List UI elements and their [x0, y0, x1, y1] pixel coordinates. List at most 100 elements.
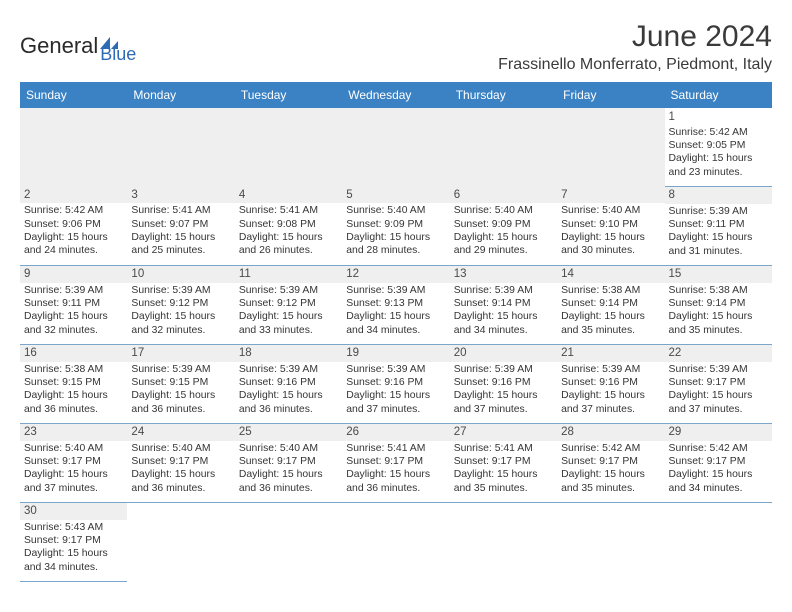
calendar-row: 23Sunrise: 5:40 AMSunset: 9:17 PMDayligh…	[20, 424, 772, 503]
calendar-empty	[342, 503, 449, 582]
day-number: 2	[24, 189, 30, 201]
weekday-header: Saturday	[665, 82, 772, 108]
calendar-empty	[127, 503, 234, 582]
day-number: 8	[669, 189, 675, 201]
calendar-day: 1Sunrise: 5:42 AMSunset: 9:05 PMDaylight…	[665, 108, 772, 187]
daylight-line: Daylight: 15 hours and 25 minutes.	[131, 231, 230, 258]
day-number: 17	[131, 347, 144, 359]
sunrise-line: Sunrise: 5:38 AM	[669, 284, 768, 297]
sunset-line: Sunset: 9:17 PM	[669, 455, 768, 468]
sunset-line: Sunset: 9:10 PM	[561, 218, 660, 231]
daylight-line: Daylight: 15 hours and 31 minutes.	[669, 231, 768, 258]
calendar-day: 7Sunrise: 5:40 AMSunset: 9:10 PMDaylight…	[557, 187, 664, 266]
calendar-day: 24Sunrise: 5:40 AMSunset: 9:17 PMDayligh…	[127, 424, 234, 503]
day-number: 15	[669, 268, 682, 280]
calendar-day: 29Sunrise: 5:42 AMSunset: 9:17 PMDayligh…	[665, 424, 772, 503]
sunrise-line: Sunrise: 5:39 AM	[454, 363, 553, 376]
calendar-day: 27Sunrise: 5:41 AMSunset: 9:17 PMDayligh…	[450, 424, 557, 503]
calendar-day: 10Sunrise: 5:39 AMSunset: 9:12 PMDayligh…	[127, 266, 234, 345]
daylight-line: Daylight: 15 hours and 36 minutes.	[239, 468, 338, 495]
sunset-line: Sunset: 9:17 PM	[131, 455, 230, 468]
day-number: 19	[346, 347, 359, 359]
sunset-line: Sunset: 9:17 PM	[454, 455, 553, 468]
header: General Blue June 2024 Frassinello Monfe…	[20, 20, 772, 74]
day-number: 16	[24, 347, 37, 359]
calendar-row: 2Sunrise: 5:42 AMSunset: 9:06 PMDaylight…	[20, 187, 772, 266]
daylight-line: Daylight: 15 hours and 32 minutes.	[24, 310, 123, 337]
daylight-line: Daylight: 15 hours and 37 minutes.	[24, 468, 123, 495]
sunrise-line: Sunrise: 5:39 AM	[346, 284, 445, 297]
daylight-line: Daylight: 15 hours and 37 minutes.	[561, 389, 660, 416]
calendar-day: 13Sunrise: 5:39 AMSunset: 9:14 PMDayligh…	[450, 266, 557, 345]
calendar-day: 25Sunrise: 5:40 AMSunset: 9:17 PMDayligh…	[235, 424, 342, 503]
sunset-line: Sunset: 9:16 PM	[454, 376, 553, 389]
calendar-day: 16Sunrise: 5:38 AMSunset: 9:15 PMDayligh…	[20, 345, 127, 424]
daylight-line: Daylight: 15 hours and 37 minutes.	[454, 389, 553, 416]
weekday-header: Monday	[127, 82, 234, 108]
calendar-empty	[665, 503, 772, 582]
title-block: June 2024 Frassinello Monferrato, Piedmo…	[498, 20, 772, 74]
day-number: 3	[131, 189, 137, 201]
calendar-row: 30Sunrise: 5:43 AMSunset: 9:17 PMDayligh…	[20, 503, 772, 582]
calendar-day: 8Sunrise: 5:39 AMSunset: 9:11 PMDaylight…	[665, 187, 772, 266]
sunset-line: Sunset: 9:17 PM	[239, 455, 338, 468]
sunset-line: Sunset: 9:12 PM	[239, 297, 338, 310]
sunset-line: Sunset: 9:11 PM	[24, 297, 123, 310]
sunrise-line: Sunrise: 5:40 AM	[561, 204, 660, 217]
day-number: 23	[24, 426, 37, 438]
calendar-day: 23Sunrise: 5:40 AMSunset: 9:17 PMDayligh…	[20, 424, 127, 503]
logo-text-general: General	[20, 33, 98, 59]
sunset-line: Sunset: 9:16 PM	[561, 376, 660, 389]
logo: General Blue	[20, 26, 136, 65]
sunrise-line: Sunrise: 5:38 AM	[24, 363, 123, 376]
calendar-empty	[557, 503, 664, 582]
daylight-line: Daylight: 15 hours and 34 minutes.	[24, 547, 123, 574]
day-number: 11	[239, 268, 251, 280]
day-number: 26	[346, 426, 359, 438]
sunrise-line: Sunrise: 5:40 AM	[454, 204, 553, 217]
day-number: 29	[669, 426, 682, 438]
calendar-day: 4Sunrise: 5:41 AMSunset: 9:08 PMDaylight…	[235, 187, 342, 266]
sunrise-line: Sunrise: 5:39 AM	[346, 363, 445, 376]
day-number: 21	[561, 347, 574, 359]
calendar-day: 3Sunrise: 5:41 AMSunset: 9:07 PMDaylight…	[127, 187, 234, 266]
daylight-line: Daylight: 15 hours and 35 minutes.	[561, 310, 660, 337]
day-number: 7	[561, 189, 567, 201]
location: Frassinello Monferrato, Piedmont, Italy	[498, 56, 772, 74]
day-number: 27	[454, 426, 467, 438]
sunrise-line: Sunrise: 5:40 AM	[239, 442, 338, 455]
sunset-line: Sunset: 9:06 PM	[24, 218, 123, 231]
calendar-day: 12Sunrise: 5:39 AMSunset: 9:13 PMDayligh…	[342, 266, 449, 345]
day-number: 18	[239, 347, 252, 359]
day-number: 30	[24, 505, 37, 517]
calendar-empty	[127, 108, 234, 187]
sunrise-line: Sunrise: 5:39 AM	[24, 284, 123, 297]
day-number: 9	[24, 268, 30, 280]
sunrise-line: Sunrise: 5:39 AM	[131, 284, 230, 297]
calendar-day: 18Sunrise: 5:39 AMSunset: 9:16 PMDayligh…	[235, 345, 342, 424]
sunset-line: Sunset: 9:15 PM	[131, 376, 230, 389]
day-number: 13	[454, 268, 467, 280]
day-number: 6	[454, 189, 460, 201]
daylight-line: Daylight: 15 hours and 37 minutes.	[346, 389, 445, 416]
sunset-line: Sunset: 9:13 PM	[346, 297, 445, 310]
sunset-line: Sunset: 9:16 PM	[346, 376, 445, 389]
calendar-day: 6Sunrise: 5:40 AMSunset: 9:09 PMDaylight…	[450, 187, 557, 266]
daylight-line: Daylight: 15 hours and 26 minutes.	[239, 231, 338, 258]
sunrise-line: Sunrise: 5:39 AM	[131, 363, 230, 376]
daylight-line: Daylight: 15 hours and 36 minutes.	[346, 468, 445, 495]
calendar-day: 15Sunrise: 5:38 AMSunset: 9:14 PMDayligh…	[665, 266, 772, 345]
sunrise-line: Sunrise: 5:43 AM	[24, 521, 123, 534]
sunrise-line: Sunrise: 5:39 AM	[454, 284, 553, 297]
day-number: 1	[669, 110, 768, 125]
calendar-empty	[450, 503, 557, 582]
sunset-line: Sunset: 9:09 PM	[346, 218, 445, 231]
calendar-row: 9Sunrise: 5:39 AMSunset: 9:11 PMDaylight…	[20, 266, 772, 345]
sunset-line: Sunset: 9:17 PM	[346, 455, 445, 468]
sunset-line: Sunset: 9:08 PM	[239, 218, 338, 231]
calendar-empty	[235, 108, 342, 187]
weekday-header: Friday	[557, 82, 664, 108]
calendar-day: 2Sunrise: 5:42 AMSunset: 9:06 PMDaylight…	[20, 187, 127, 266]
day-number: 24	[131, 426, 144, 438]
sunset-line: Sunset: 9:12 PM	[131, 297, 230, 310]
